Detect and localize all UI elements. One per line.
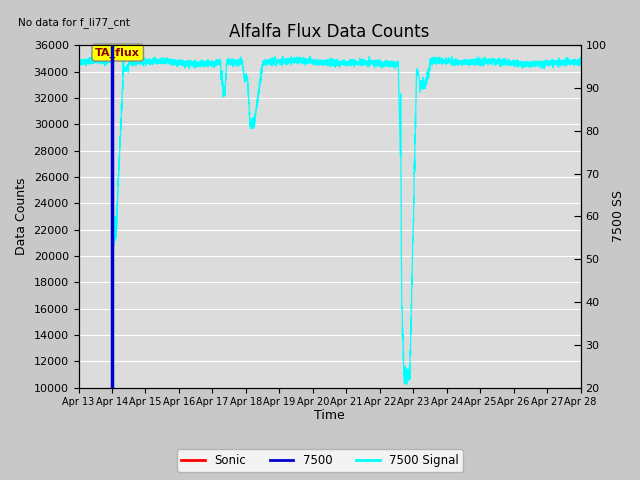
- Y-axis label: Data Counts: Data Counts: [15, 178, 28, 255]
- Text: No data for f_li77_cnt: No data for f_li77_cnt: [19, 17, 130, 27]
- X-axis label: Time: Time: [314, 409, 345, 422]
- Title: Alfalfa Flux Data Counts: Alfalfa Flux Data Counts: [229, 23, 429, 41]
- Y-axis label: 7500 SS: 7500 SS: [612, 191, 625, 242]
- Text: TA_flux: TA_flux: [95, 48, 140, 58]
- Legend: Sonic, 7500, 7500 Signal: Sonic, 7500, 7500 Signal: [177, 449, 463, 472]
